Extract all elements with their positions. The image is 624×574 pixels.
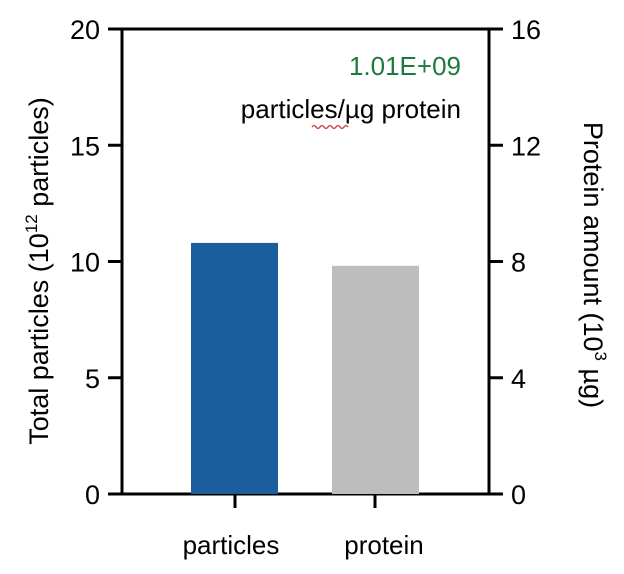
category-label-particles: particles	[183, 530, 280, 560]
annotation-unit: particles/µg protein	[241, 94, 461, 124]
spellcheck-underline	[311, 124, 349, 130]
right-axis-title: Protein amount (103 µg)	[578, 122, 610, 408]
left-tick-label-15: 15	[70, 131, 100, 161]
right-tick-label-16: 16	[511, 15, 541, 45]
right-tick-label-0: 0	[511, 480, 526, 510]
bar-protein	[332, 265, 419, 494]
left-axis-title: Total particles (1012 particles)	[22, 97, 54, 445]
bar-particles	[191, 242, 278, 494]
left-tick-label-10: 10	[70, 248, 100, 278]
left-axis-title-superscript: 12	[22, 214, 41, 233]
left-tick-label-20: 20	[70, 15, 100, 45]
left-tick-label-5: 5	[85, 364, 100, 394]
annotation-value: 1.01E+09	[349, 51, 461, 81]
right-tick-label-4: 4	[511, 364, 526, 394]
left-tick-label-0: 0	[85, 480, 100, 510]
category-label-protein: protein	[344, 530, 424, 560]
right-axis-title-superscript: 3	[591, 352, 610, 361]
right-tick-label-12: 12	[511, 131, 541, 161]
right-tick-label-8: 8	[511, 248, 526, 278]
